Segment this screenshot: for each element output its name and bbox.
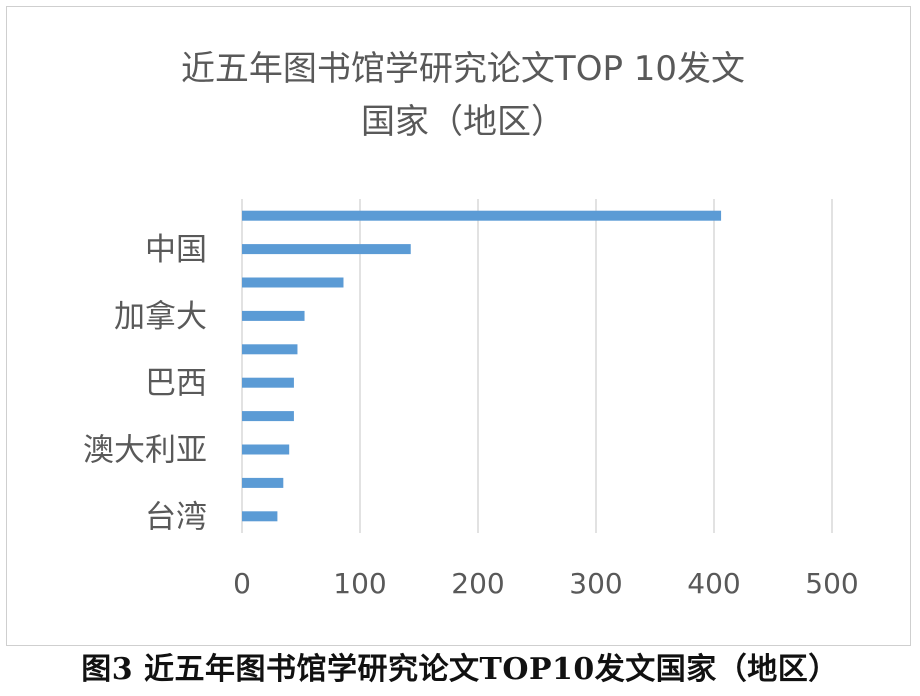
- bar-8: [242, 444, 290, 455]
- bar-9: [242, 477, 284, 488]
- chart-frame: [6, 6, 911, 646]
- bar-6: [242, 377, 294, 388]
- x-tick-label-500: 500: [805, 567, 858, 600]
- x-tick-label-300: 300: [569, 567, 622, 600]
- bar-2: [242, 244, 411, 255]
- y-category-label: 澳大利亚: [83, 433, 207, 469]
- chart-title-line-2: 国家（地区）: [361, 102, 565, 142]
- bars: [242, 210, 722, 522]
- bar-5: [242, 344, 298, 355]
- figure-caption: 图3 近五年图书馆学研究论文TOP10发文国家（地区）: [81, 652, 839, 687]
- x-tick-label-0: 0: [233, 567, 251, 600]
- y-category-label: 加拿大: [114, 299, 207, 335]
- x-tick-label-100: 100: [333, 567, 386, 600]
- bar-3: [242, 277, 344, 288]
- bar-chart: 近五年图书馆学研究论文TOP 10发文 国家（地区） 中国加拿大巴西澳大利亚台湾…: [83, 49, 859, 600]
- x-axis-tick-labels: 0 100 200 300 400 500: [233, 567, 859, 600]
- x-tick-label-400: 400: [687, 567, 740, 600]
- gridlines: [241, 199, 833, 533]
- bar-10: [242, 511, 278, 522]
- bar-1: [242, 210, 722, 221]
- chart-title-line-1: 近五年图书馆学研究论文TOP 10发文: [181, 49, 745, 89]
- y-category-label: 巴西: [145, 366, 207, 402]
- x-tick-label-200: 200: [451, 567, 504, 600]
- y-category-label: 中国: [145, 232, 207, 268]
- bar-7: [242, 411, 294, 422]
- bar-4: [242, 310, 305, 321]
- y-category-label: 台湾: [145, 499, 207, 535]
